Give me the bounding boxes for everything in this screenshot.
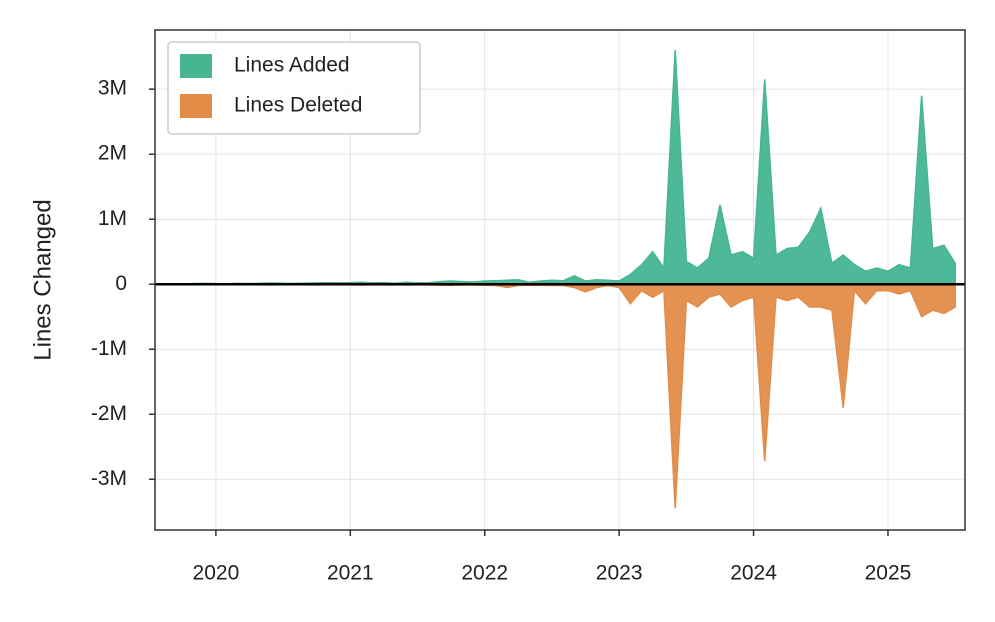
x-tick-label: 2021 [327, 562, 374, 585]
area [192, 50, 956, 285]
y-tick-label: 1M [98, 207, 127, 230]
x-tick-label: 2022 [461, 562, 508, 585]
y-tick-label: -3M [91, 467, 127, 490]
area [192, 283, 956, 509]
x-tick-label: 2024 [730, 562, 777, 585]
y-tick-label: 3M [98, 77, 127, 100]
legend-box [167, 41, 421, 135]
x-tick-label: 2025 [865, 562, 912, 585]
y-tick-label: -2M [91, 402, 127, 425]
y-tick-label: -1M [91, 337, 127, 360]
y-tick-label: 2M [98, 142, 127, 165]
legend-label: Lines Deleted [234, 94, 362, 117]
legend-label: Lines Added [234, 54, 350, 77]
plot-frame [154, 29, 966, 531]
x-tick-label: 2023 [596, 562, 643, 585]
x-tick-label: 2020 [193, 562, 240, 585]
legend: Lines Added Lines Deleted [167, 41, 421, 135]
y-axis-label: Lines Changed [29, 199, 56, 360]
legend-swatch [180, 54, 212, 78]
y-tick-label: 0 [115, 272, 127, 295]
legend-swatch [180, 94, 212, 118]
